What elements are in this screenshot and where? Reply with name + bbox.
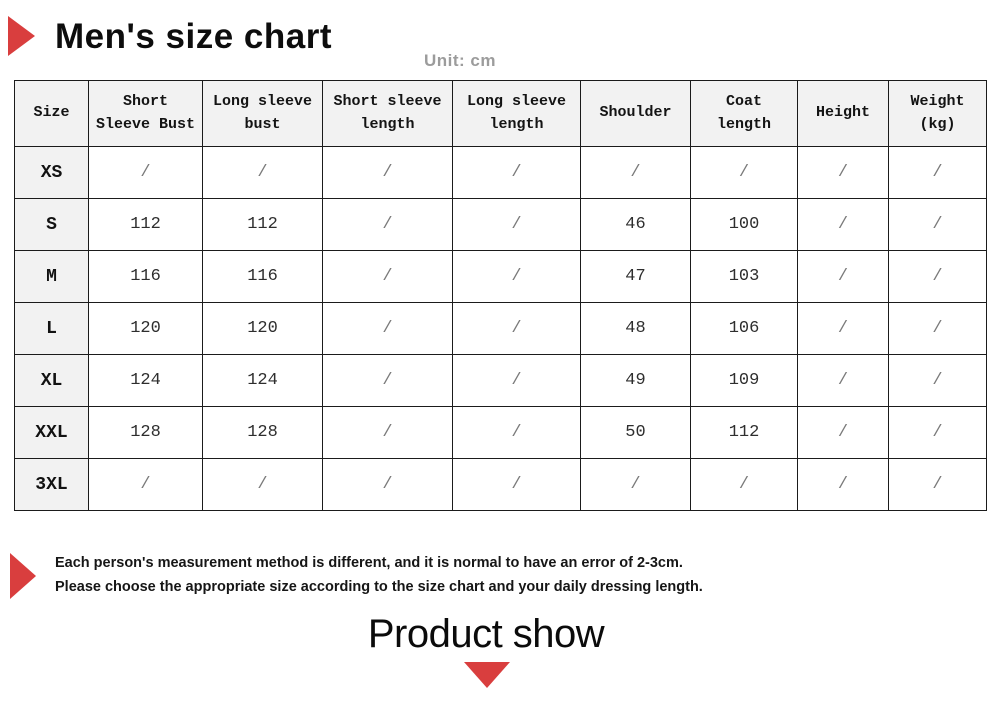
value-cell: / (797, 354, 889, 407)
value-cell: / (452, 302, 581, 355)
value-cell: / (690, 146, 798, 199)
value-cell: 50 (580, 406, 691, 459)
red-triangle-down-icon (464, 662, 510, 688)
value-cell: / (580, 146, 691, 199)
product-show-heading: Product show (367, 612, 605, 656)
column-header: Long sleeve length (452, 80, 581, 147)
value-cell: / (452, 406, 581, 459)
value-cell: / (888, 250, 987, 303)
value-cell: 116 (202, 250, 323, 303)
note-line-2: Please choose the appropriate size accor… (55, 578, 703, 595)
size-cell: M (14, 250, 89, 303)
column-header: Size (14, 80, 89, 147)
value-cell: 128 (202, 406, 323, 459)
value-cell: / (202, 458, 323, 511)
value-cell: / (322, 146, 453, 199)
value-cell: / (797, 198, 889, 251)
value-cell: 116 (88, 250, 203, 303)
size-cell: XS (14, 146, 89, 199)
column-header: Weight (kg) (888, 80, 987, 147)
table-row: M 116 116//47 103// (14, 250, 987, 303)
column-header: Shoulder (580, 80, 691, 147)
size-chart-table: Size Short Sleeve Bust Long sleeve bust Sho… (14, 80, 987, 511)
value-cell: / (797, 406, 889, 459)
value-cell: / (888, 146, 987, 199)
value-cell: 49 (580, 354, 691, 407)
value-cell: 128 (88, 406, 203, 459)
column-header: Coat length (690, 80, 798, 147)
value-cell: / (88, 458, 203, 511)
table-row: XL 124 124//49 109// (14, 354, 987, 407)
notes-section: Each person's measurement method is diff… (55, 552, 703, 599)
value-cell: 124 (88, 354, 203, 407)
value-cell: / (452, 250, 581, 303)
value-cell: / (452, 198, 581, 251)
table-row: XS / / / / / / / / (14, 146, 987, 199)
value-cell: 120 (202, 302, 323, 355)
value-cell: / (888, 458, 987, 511)
value-cell: / (322, 250, 453, 303)
size-cell: XL (14, 354, 89, 407)
value-cell: / (690, 458, 798, 511)
value-cell: / (322, 302, 453, 355)
value-cell: / (888, 302, 987, 355)
red-arrow-right-icon (10, 553, 36, 599)
value-cell: / (797, 458, 889, 511)
table-row: L 120 120//48 106// (14, 302, 987, 355)
value-cell: / (452, 458, 581, 511)
table-row: S 112 112//46 100// (14, 198, 987, 251)
value-cell: / (88, 146, 203, 199)
value-cell: 106 (690, 302, 798, 355)
value-cell: / (322, 406, 453, 459)
note-line-1: Each person's measurement method is diff… (55, 555, 683, 571)
column-header: Short sleeve length (322, 80, 453, 147)
table-body: XS / / / / / / / / S 112 112//46 100// M 116 116//47 103… (14, 146, 987, 511)
value-cell: 112 (690, 406, 798, 459)
page-header: Men's size chart (8, 16, 332, 56)
table-row: 3XL / / / / / / / / (14, 458, 987, 511)
column-header: Long sleeve bust (202, 80, 323, 147)
value-cell: / (452, 354, 581, 407)
value-cell: 112 (88, 198, 203, 251)
table-header-row: Size Short Sleeve Bust Long sleeve bust Sho… (14, 80, 987, 147)
value-cell: / (797, 302, 889, 355)
value-cell: / (888, 354, 987, 407)
value-cell: 47 (580, 250, 691, 303)
value-cell: / (797, 250, 889, 303)
value-cell: 48 (580, 302, 691, 355)
value-cell: 103 (690, 250, 798, 303)
red-arrow-right-icon (8, 16, 35, 56)
value-cell: 120 (88, 302, 203, 355)
value-cell: / (202, 146, 323, 199)
value-cell: / (797, 146, 889, 199)
value-cell: 100 (690, 198, 798, 251)
size-cell: S (14, 198, 89, 251)
value-cell: 46 (580, 198, 691, 251)
value-cell: / (322, 458, 453, 511)
table-row: XXL 128 128//50 112// (14, 406, 987, 459)
value-cell: / (322, 354, 453, 407)
value-cell: 112 (202, 198, 323, 251)
value-cell: 124 (202, 354, 323, 407)
value-cell: / (322, 198, 453, 251)
size-cell: XXL (14, 406, 89, 459)
value-cell: / (580, 458, 691, 511)
unit-label: Unit: cm (424, 51, 496, 70)
value-cell: / (888, 198, 987, 251)
size-cell: L (14, 302, 89, 355)
value-cell: 109 (690, 354, 798, 407)
page-title: Men's size chart (55, 16, 332, 56)
column-header: Short Sleeve Bust (88, 80, 203, 147)
size-cell: 3XL (14, 458, 89, 511)
value-cell: / (888, 406, 987, 459)
column-header: Height (797, 80, 889, 147)
value-cell: / (452, 146, 581, 199)
